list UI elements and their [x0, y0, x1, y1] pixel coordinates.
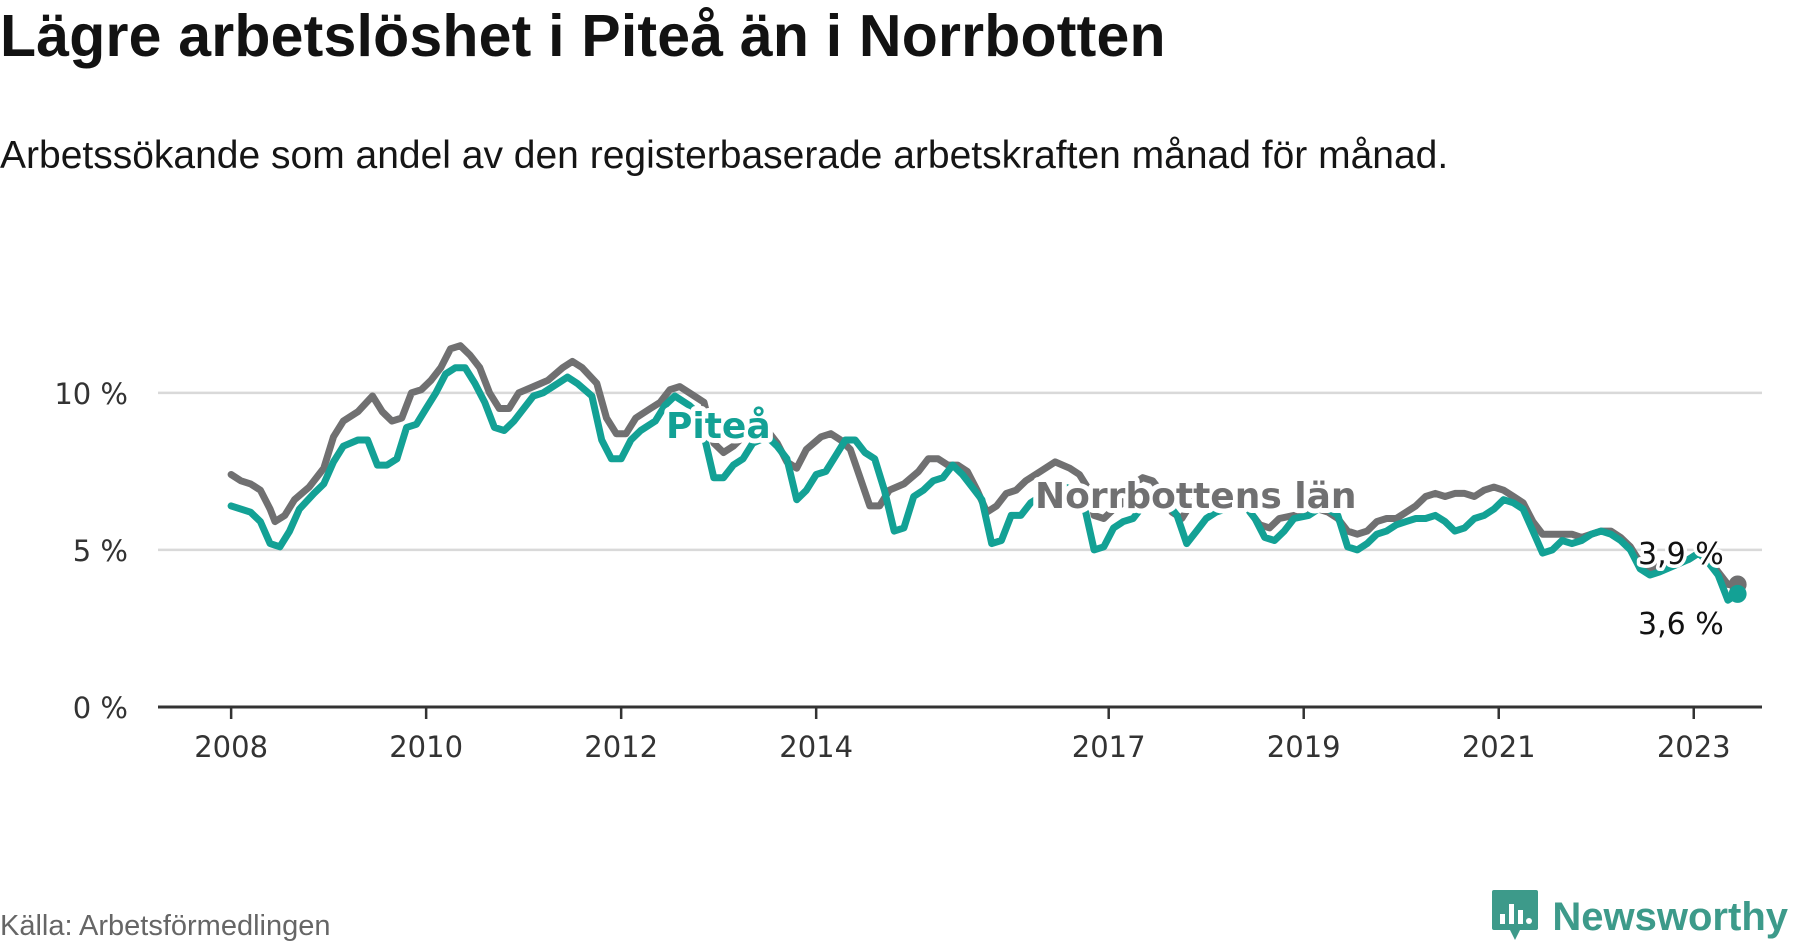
newsworthy-logo-icon — [1492, 890, 1539, 940]
series-label-pitea: Piteå — [666, 406, 771, 447]
x-tick-label: 2012 — [584, 730, 658, 764]
x-tick-label: 2008 — [194, 730, 268, 764]
x-tick-label: 2017 — [1072, 730, 1146, 764]
chart-title: Lägre arbetslöshet i Piteå än i Norrbott… — [0, 3, 1166, 69]
y-tick-label: 10 % — [54, 377, 128, 411]
x-axis: 2008 2010 2012 2014 2017 2019 2021 2023 — [158, 705, 1762, 764]
x-tick-label: 2014 — [779, 730, 853, 764]
newsworthy-logo[interactable]: Newsworthy — [1490, 888, 1788, 946]
end-point-pitea — [1728, 584, 1747, 603]
end-label-pitea: 3,6 % — [1638, 607, 1724, 642]
x-tick-label: 2023 — [1657, 730, 1731, 764]
logo-text: Newsworthy — [1552, 894, 1788, 939]
series-label-norrbotten: Norrbottens län — [1035, 476, 1357, 517]
series-lines — [227, 342, 1747, 604]
x-tick-label: 2021 — [1462, 730, 1536, 764]
y-tick-label: 5 % — [73, 534, 128, 568]
series-line-norrbotten — [227, 342, 1742, 588]
y-tick-label: 0 % — [73, 691, 128, 725]
series-line-pitea — [227, 364, 1742, 604]
x-tick-label: 2019 — [1267, 730, 1341, 764]
source-note: Källa: Arbetsförmedlingen — [0, 910, 331, 942]
grid-lines: 0 % 5 % 10 % — [54, 377, 1762, 725]
series-labels: Norrbottens län Piteå 3,9 % 3,6 % — [661, 401, 1727, 646]
x-tick-label: 2010 — [389, 730, 463, 764]
end-label-norrbotten: 3,9 % — [1638, 537, 1724, 572]
chart-subtitle: Arbetssökande som andel av den registerb… — [0, 134, 1449, 177]
